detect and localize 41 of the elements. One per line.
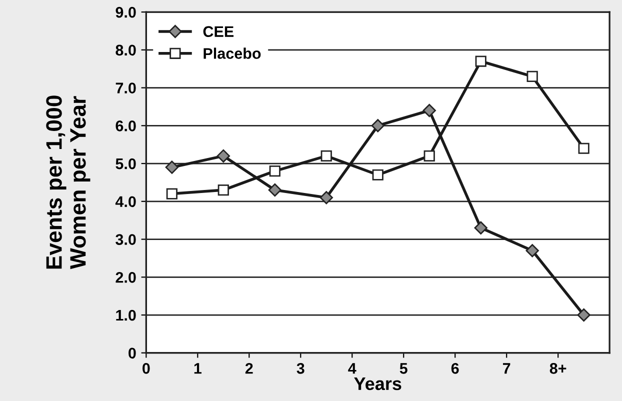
y-tick-label: 6.0 — [116, 120, 136, 132]
y-tick-label: 1.0 — [116, 310, 136, 321]
point — [218, 184, 229, 196]
x-tick-label: 0 — [142, 363, 150, 374]
point — [526, 70, 538, 82]
legend-label: Placebo — [204, 48, 261, 59]
x-axis-title: Years — [354, 378, 402, 390]
point — [372, 169, 384, 180]
x-tick-label: 8+ — [550, 363, 566, 374]
point — [216, 149, 230, 163]
y-tick-label: 5.0 — [116, 158, 136, 170]
x-tick-label: 7 — [502, 363, 510, 374]
point — [475, 56, 486, 67]
point — [268, 183, 282, 197]
legend-label: CEE — [203, 26, 234, 37]
point — [526, 244, 539, 258]
y-tick-label: 9.0 — [116, 6, 136, 18]
point — [269, 166, 280, 177]
x-tick-label: 4 — [348, 363, 356, 374]
point — [422, 104, 436, 118]
y-tick-label: 7.0 — [116, 82, 136, 94]
y-tick-label: 2.0 — [116, 272, 136, 283]
point — [371, 119, 384, 132]
y-axis-title: Events per 1,000 Women per Year — [46, 96, 90, 270]
y-tick-label: 8.0 — [116, 44, 136, 56]
point — [320, 191, 333, 204]
y-tick-label: 0 — [128, 348, 136, 359]
x-tick-label: 2 — [245, 363, 253, 374]
x-tick-label: 5 — [400, 363, 408, 374]
y-tick-label: 3.0 — [116, 234, 136, 245]
point — [166, 188, 178, 200]
x-tick-label: 6 — [451, 363, 459, 374]
point — [578, 142, 590, 154]
x-tick-label: 1 — [194, 363, 202, 374]
y-tick-label: 4.0 — [115, 196, 136, 208]
point — [474, 221, 488, 234]
point — [577, 308, 590, 322]
x-tick-label: 3 — [296, 363, 304, 374]
point — [424, 150, 435, 162]
point — [320, 150, 332, 162]
point — [165, 160, 178, 174]
